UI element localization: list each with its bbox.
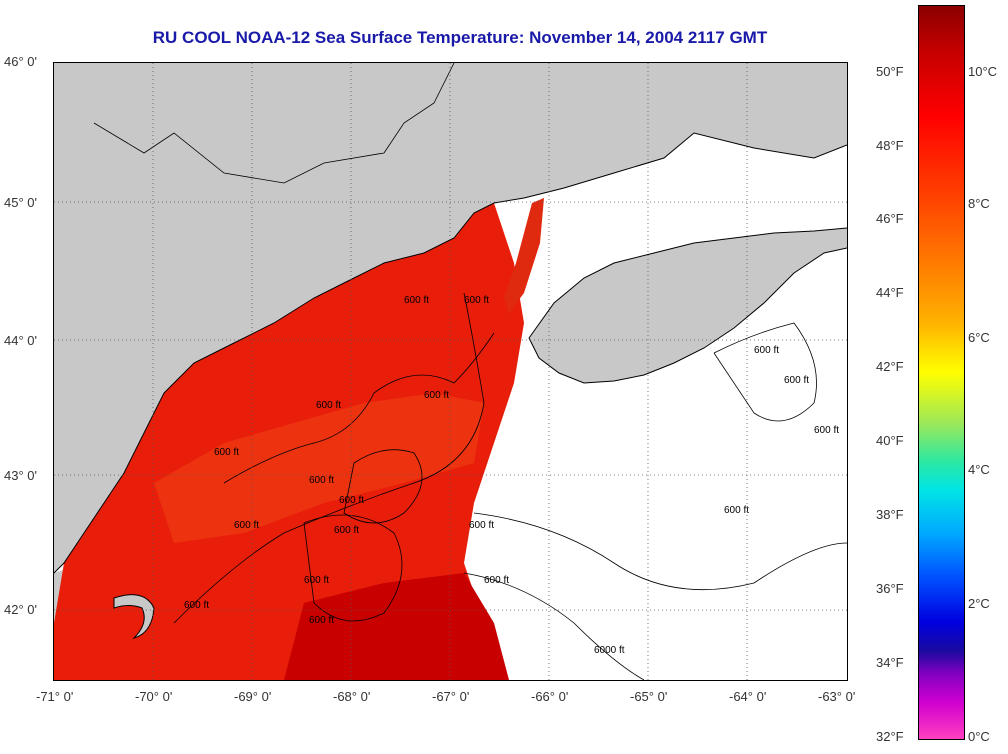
lat-label: 42° 0' (4, 602, 37, 617)
map-title: RU COOL NOAA-12 Sea Surface Temperature:… (152, 28, 768, 47)
contour-label: 600 ft (184, 600, 209, 611)
colorbar-f-tick: 44°F (876, 285, 904, 300)
lat-label: 45° 0' (4, 195, 37, 210)
lon-label: -66° 0' (531, 689, 569, 704)
sst-fundy-strip (504, 198, 544, 313)
colorbar-f-tick: 48°F (876, 138, 904, 153)
lat-label: 46° 0' (4, 54, 37, 69)
lon-label: -70° 0' (135, 689, 173, 704)
cape-cod-hook (113, 594, 155, 639)
lon-label: -64° 0' (729, 689, 767, 704)
colorbar-c-tick: 8°C (968, 196, 990, 211)
contour-label: 600 ft (309, 475, 334, 486)
contour-label: 600 ft (404, 295, 429, 306)
contour-label: 6000 ft (594, 645, 625, 656)
lon-label: -67° 0' (432, 689, 470, 704)
state-border (93, 63, 455, 184)
sst-warm-band (154, 393, 484, 543)
map-canvas: 600 ft 600 ft 600 ft 600 ft 600 ft 600 f… (54, 63, 847, 680)
contour-label: 600 ft (334, 525, 359, 536)
colorbar-c-tick: 2°C (968, 596, 990, 611)
contour-label: 600 ft (316, 400, 341, 411)
coastline-nova-scotia (528, 227, 847, 384)
colorbar-f-tick: 46°F (876, 211, 904, 226)
land-nova-scotia (529, 228, 847, 383)
sst-hot-zone (284, 573, 509, 680)
contour-label: 600 ft (304, 575, 329, 586)
contour-label-group: 600 ft 600 ft 600 ft 600 ft 600 ft 600 f… (184, 295, 839, 656)
contour-label: 600 ft (309, 615, 334, 626)
contour-label: 600 ft (339, 495, 364, 506)
colorbar-f-tick: 38°F (876, 507, 904, 522)
contour-label: 600 ft (484, 575, 509, 586)
lon-label: -68° 0' (333, 689, 371, 704)
colorbar-f-tick: 36°F (876, 581, 904, 596)
lon-label: -69° 0' (234, 689, 272, 704)
colorbar-c-tick: 0°C (968, 729, 990, 744)
sst-map: 600 ft 600 ft 600 ft 600 ft 600 ft 600 f… (53, 62, 848, 681)
lon-label: -65° 0' (630, 689, 668, 704)
lon-label: -71° 0' (36, 689, 74, 704)
temperature-colorbar (918, 5, 965, 740)
colorbar-f-tick: 42°F (876, 359, 904, 374)
colorbar-f-tick: 50°F (876, 64, 904, 79)
colorbar-c-tick: 6°C (968, 330, 990, 345)
colorbar-c-tick: 4°C (968, 462, 990, 477)
lon-label: -63° 0' (818, 689, 856, 704)
contour-label: 600 ft (784, 375, 809, 386)
contour-label: 600 ft (469, 520, 494, 531)
lat-label: 44° 0' (4, 333, 37, 348)
land-mainland (54, 63, 847, 573)
colorbar-f-tick: 34°F (876, 655, 904, 670)
colorbar-f-tick: 40°F (876, 433, 904, 448)
contour-label: 600 ft (464, 295, 489, 306)
contour-label: 600 ft (724, 505, 749, 516)
colorbar-f-tick: 32°F (876, 729, 904, 744)
lat-label: 43° 0' (4, 468, 37, 483)
contour-label: 600 ft (214, 447, 239, 458)
contour-label: 600 ft (424, 390, 449, 401)
colorbar-c-tick: 10°C (968, 64, 998, 79)
contour-label: 600 ft (814, 425, 839, 436)
bathymetry-contours (173, 292, 847, 680)
graticule (54, 63, 847, 680)
coastline-mainland (54, 132, 847, 574)
contour-label: 600 ft (234, 520, 259, 531)
contour-label: 600 ft (754, 345, 779, 356)
